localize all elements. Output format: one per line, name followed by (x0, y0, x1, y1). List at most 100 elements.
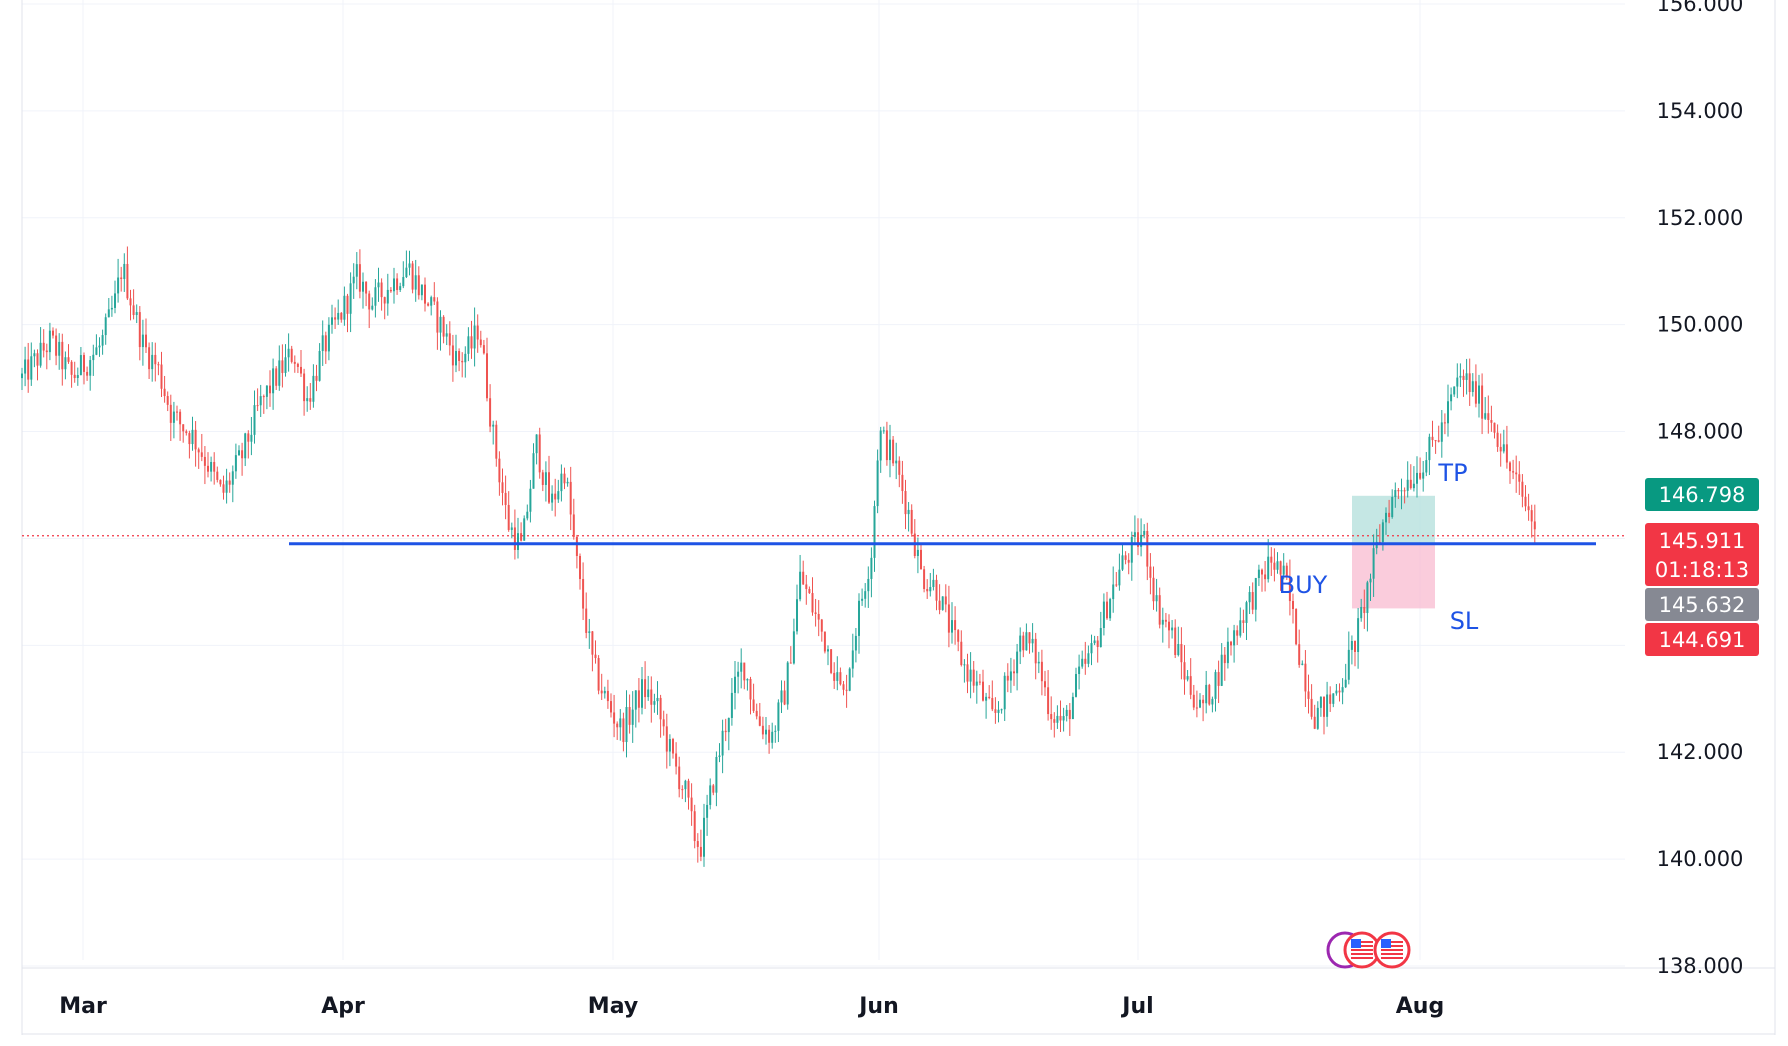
candle (399, 282, 402, 292)
candle (678, 756, 681, 798)
candle (668, 734, 671, 767)
candle (1443, 413, 1446, 435)
candle-body (1440, 422, 1443, 442)
candle-body (473, 325, 476, 349)
candle (761, 716, 764, 740)
candle-body (644, 679, 647, 698)
candle (696, 833, 699, 863)
candle (1450, 387, 1453, 411)
candle-body (665, 726, 668, 752)
candle (95, 334, 98, 356)
candle-body (808, 589, 811, 594)
candle-body (1084, 658, 1087, 664)
candle (1282, 553, 1285, 580)
candle (1009, 657, 1012, 693)
candle (427, 302, 430, 307)
candle (1013, 659, 1015, 686)
candle-body (1354, 641, 1356, 652)
candle (1264, 561, 1267, 592)
candle-body (1363, 607, 1366, 614)
candle (1326, 681, 1329, 727)
candle (262, 394, 265, 414)
us-flag-icon[interactable] (1343, 931, 1381, 969)
candle-body (538, 434, 541, 473)
candle (234, 443, 237, 479)
candle-body (1226, 641, 1229, 664)
candle (957, 629, 960, 652)
candle (665, 713, 668, 769)
candle (489, 384, 492, 433)
candle (1155, 578, 1158, 612)
candle-body (610, 701, 612, 713)
candle (1487, 395, 1490, 434)
candle-body (957, 630, 960, 642)
candle (1437, 425, 1440, 443)
candle-body (1146, 530, 1149, 567)
candle-body (1335, 690, 1338, 694)
candle (1381, 519, 1384, 551)
candle (238, 445, 240, 456)
flag-canton (1381, 939, 1391, 948)
candle-body (166, 396, 169, 405)
candle (1316, 701, 1319, 730)
candle-body (997, 709, 1000, 713)
candle (1133, 515, 1136, 546)
candle (650, 676, 653, 723)
candle (749, 676, 752, 715)
candle (188, 430, 191, 459)
candle-body (1515, 472, 1518, 475)
candle (501, 468, 504, 506)
countdown-text: 01:18:13 (1655, 558, 1749, 582)
candle-body (1143, 530, 1146, 535)
candle-body (1059, 715, 1062, 721)
candle (445, 324, 448, 346)
candle (715, 751, 718, 807)
candle-body (191, 429, 194, 445)
candle-body (1313, 716, 1316, 729)
candle-body (715, 756, 718, 793)
candle-body (188, 433, 191, 445)
candle (476, 314, 479, 353)
candle (1499, 433, 1502, 467)
candle (975, 670, 978, 704)
candle-body (1022, 635, 1025, 651)
candle-body (659, 697, 662, 720)
candle-body (613, 712, 616, 724)
candle-body (1428, 436, 1431, 461)
candle (1416, 456, 1418, 498)
candle-body (575, 536, 578, 556)
candle-body (408, 263, 411, 268)
flag-stripe (1351, 957, 1373, 959)
candle (610, 693, 612, 718)
candle (1183, 645, 1186, 695)
candle-body (752, 699, 755, 711)
candle (969, 652, 972, 699)
candle (619, 709, 622, 741)
candle-body (402, 277, 405, 287)
us-flag-icon[interactable] (1373, 931, 1411, 969)
candle (343, 286, 346, 326)
candle-body (482, 345, 485, 354)
candle-body (606, 690, 609, 702)
candle-body (389, 289, 392, 292)
candle (1304, 650, 1307, 707)
candle (923, 565, 926, 593)
candle (982, 669, 984, 702)
candle (76, 367, 79, 386)
candle (312, 364, 315, 408)
candle (278, 345, 281, 391)
event-icons[interactable] (1326, 931, 1411, 969)
candle (706, 794, 709, 836)
candle (1465, 358, 1468, 395)
candle (1493, 422, 1496, 439)
candle (653, 693, 656, 713)
candle (1053, 712, 1056, 738)
candle-body (321, 335, 324, 352)
candle-body (380, 282, 383, 298)
candle-body (1230, 641, 1232, 646)
candle (1034, 632, 1037, 680)
candle-body (622, 718, 625, 743)
candle-body (554, 493, 557, 500)
